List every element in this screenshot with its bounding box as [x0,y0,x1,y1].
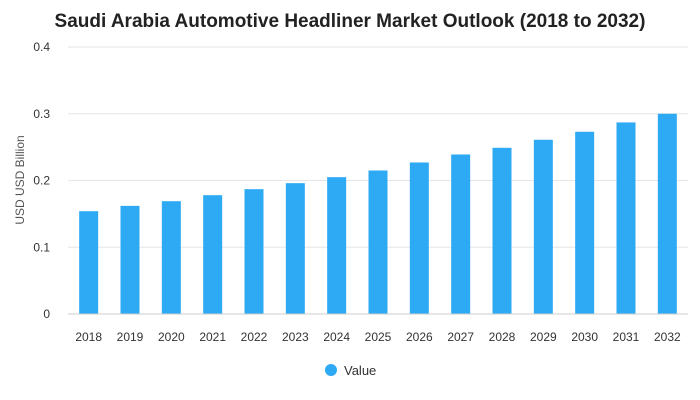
chart-title: Saudi Arabia Automotive Headliner Market… [55,11,646,32]
x-tick-label: 2028 [489,330,516,344]
legend-swatch [325,364,337,376]
bars [79,113,677,315]
x-tick-label: 2022 [241,330,268,344]
bar-2020[interactable] [161,201,181,314]
x-tick-label: 2026 [406,330,433,344]
bar-2022[interactable] [244,189,264,314]
x-tick-label: 2032 [654,330,681,344]
bar-2032[interactable] [657,113,677,314]
x-tick-label: 2029 [530,330,557,344]
x-tick-label: 2024 [323,330,350,344]
bar-2028[interactable] [492,147,512,314]
bar-2029[interactable] [533,139,553,314]
x-tick-label: 2020 [158,330,185,344]
y-tick-label: 0.3 [33,107,50,121]
bar-2021[interactable] [203,195,223,314]
bar-2026[interactable] [409,162,429,314]
x-tick-label: 2030 [571,330,598,344]
x-tick-label: 2019 [117,330,144,344]
bar-2019[interactable] [120,205,140,314]
legend[interactable]: Value [325,363,376,378]
y-tick-label: 0.1 [33,240,50,254]
bar-2025[interactable] [368,170,388,314]
x-tick-label: 2023 [282,330,309,344]
legend-label: Value [344,363,376,378]
bar-2030[interactable] [575,131,595,314]
bar-2023[interactable] [285,183,305,314]
x-tick-label: 2021 [199,330,226,344]
x-tick-label: 2018 [75,330,102,344]
y-tick-label: 0.2 [33,174,50,188]
bar-2027[interactable] [451,154,471,314]
y-tick-label: 0.4 [33,40,50,54]
x-tick-label: 2025 [365,330,392,344]
bar-2018[interactable] [79,211,99,314]
x-tick-label: 2027 [447,330,474,344]
bar-2024[interactable] [327,177,347,314]
x-axis-ticks: 2018 2019 2020 2021 2022 2023 2024 2025 2026 2027… [75,330,681,344]
y-tick-label: 0 [43,307,50,321]
x-tick-label: 2031 [613,330,640,344]
y-axis-label: USD USD Billion [13,135,27,224]
y-axis-ticks: 0 0.1 0.2 0.3 0.4 [33,40,50,321]
bar-2031[interactable] [616,122,636,315]
